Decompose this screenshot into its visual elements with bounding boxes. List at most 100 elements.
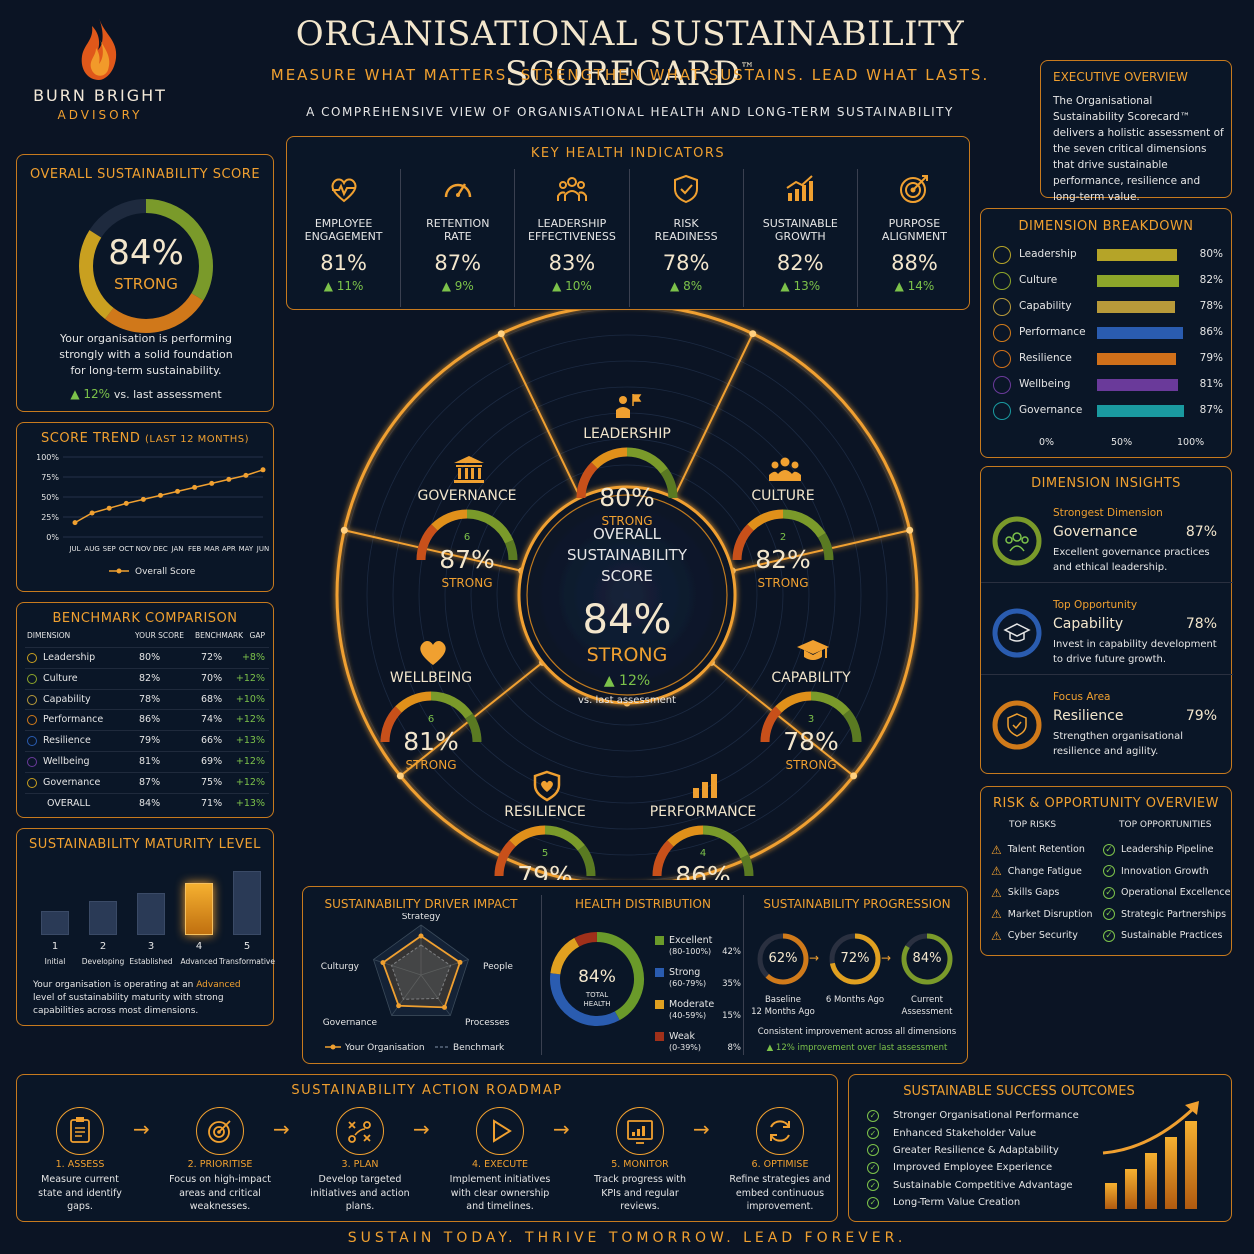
- dimension-icon: [27, 715, 37, 726]
- dimension-icon: [27, 694, 37, 705]
- insight-card: Focus Area Resilience 79% Strengthen organi…: [981, 681, 1233, 767]
- outcome-item: ✓ Improved Employee Experience: [867, 1159, 1097, 1176]
- breakdown-value: 78%: [1199, 300, 1223, 312]
- opportunity-item: ✓ Leadership Pipeline: [1103, 839, 1231, 861]
- trend-point: [72, 520, 78, 526]
- benchmark-dimension: Resilience: [43, 735, 91, 747]
- outcome-label: Stronger Organisational Performance: [893, 1110, 1079, 1122]
- progression-stage: 72% 6 Months Ago: [819, 931, 891, 1021]
- insight-ring-icon: [991, 699, 1043, 755]
- distribution-swatch: [655, 936, 664, 945]
- trend-y-tick: 50%: [41, 493, 59, 502]
- trend-x-tick: MAR: [204, 545, 220, 553]
- kpi-label-line1: EMPLOYEE: [314, 217, 373, 230]
- page-subtitle: A COMPREHENSIVE VIEW OF ORGANISATIONAL H…: [306, 105, 954, 119]
- trend-point: [209, 480, 215, 486]
- outcome-label: Long-Term Value Creation: [893, 1197, 1021, 1209]
- benchmark-value: 66%: [201, 735, 223, 747]
- benchmark-value: 70%: [201, 672, 223, 684]
- play-icon: [476, 1107, 524, 1155]
- overall-score-donut: [79, 199, 213, 333]
- benchmark-score: 82%: [139, 672, 161, 684]
- wheel-gauge-arc: [380, 706, 402, 743]
- breakdown-value: 79%: [1199, 352, 1223, 364]
- wheel-center-title2: SUSTAINABILITY: [567, 546, 688, 564]
- radar-axis-label: Culturgy: [321, 962, 360, 972]
- overall-score-change-row: ▲ 12% vs. last assessment: [17, 387, 275, 401]
- executive-overview-text: The Organisational Sustainability Scorec…: [1053, 95, 1224, 203]
- trend-x-tick: NOV: [136, 545, 152, 553]
- radar-axis: [391, 974, 422, 1016]
- wheel-segment-value: 80%: [599, 483, 655, 512]
- benchmark-score: 78%: [139, 693, 161, 705]
- wheel-segment-level: STRONG: [441, 576, 492, 590]
- check-circle-icon: ✓: [1103, 843, 1115, 856]
- distribution-legend-item: Moderate (40-59%) 15%: [655, 999, 741, 1031]
- benchmark-dimension: Governance: [43, 776, 101, 788]
- risks-header: TOP RISKS: [1009, 820, 1057, 830]
- progression-label1: 6 Months Ago: [825, 995, 885, 1005]
- wheel-gauge-arc: [509, 825, 546, 847]
- wheel-segment-level: STRONG: [405, 758, 456, 772]
- breakdown-name: Performance: [1019, 326, 1086, 338]
- distribution-center-l1: TOTAL: [585, 991, 609, 999]
- kpi-card: RISK READINESS 78% ▲ 8%: [630, 169, 744, 307]
- page-title-text: ORGANISATIONAL SUSTAINABILITY SCORECARD: [295, 14, 965, 94]
- trend-point: [140, 496, 146, 502]
- risk-title: RISK & OPPORTUNITY OVERVIEW: [992, 796, 1220, 811]
- opportunity-item: ✓ Innovation Growth: [1103, 861, 1231, 883]
- maturity-level-name: Transformative: [219, 957, 275, 966]
- opportunity-label: Leadership Pipeline: [1121, 844, 1214, 856]
- breakdown-icon: [993, 350, 1011, 368]
- insight-name: Governance: [1053, 524, 1138, 540]
- benchmark-header-cell: YOUR SCORE: [135, 631, 185, 640]
- roadmap-step: 3. PLAN Develop targeted initiatives and …: [309, 1105, 411, 1221]
- overall-score-title: OVERALL SUSTAINABILITY SCORE: [29, 167, 261, 182]
- trend-point: [260, 467, 266, 473]
- wheel-gauge-arc: [626, 447, 668, 474]
- kpi-label-line2: ENGAGEMENT: [304, 230, 383, 243]
- wheel-spoke: [672, 333, 754, 499]
- benchmark-value: 71%: [201, 797, 223, 809]
- wheel-segment-level: STRONG: [757, 576, 808, 590]
- institution-icon: [454, 456, 484, 483]
- wheel-node: [497, 330, 505, 338]
- distribution-legend-item: Strong (60-79%) 35%: [655, 967, 741, 999]
- trend-point: [175, 488, 181, 494]
- distribution-slice: [574, 932, 598, 947]
- footer-slogan: SUSTAIN TODAY. THRIVE TOMORROW. LEAD FOR…: [347, 1230, 907, 1246]
- wheel-gauge-arc-rest: [842, 709, 862, 743]
- wheel-segment-level: STRONG: [785, 758, 836, 772]
- kpi-label-line1: RISK: [673, 217, 699, 230]
- wheel-node: [396, 772, 404, 780]
- trend-point: [226, 476, 232, 482]
- breakdown-name: Leadership: [1019, 248, 1077, 260]
- progression-label1: Current: [911, 995, 943, 1005]
- roadmap-step: 4. EXECUTE Implement initiatives with cle…: [449, 1105, 551, 1221]
- arrow-right-icon: →: [133, 1117, 150, 1141]
- trend-line: [74, 469, 264, 524]
- benchmark-value: 75%: [201, 776, 223, 788]
- wheel-segment-number: 6: [428, 714, 434, 725]
- wheel-segment-number: 3: [808, 714, 814, 725]
- roadmap-step-title: 3. PLAN: [341, 1159, 379, 1170]
- benchmark-score: 79%: [139, 735, 161, 747]
- breakdown-bar: [1097, 405, 1184, 417]
- executive-overview-title: EXECUTIVE OVERVIEW: [1053, 70, 1188, 84]
- progression-value: 62%: [768, 951, 798, 966]
- wheel-gauge-arc: [431, 509, 468, 531]
- radar-axis-label: People: [483, 962, 513, 972]
- insight-card: Strongest Dimension Governance 87% Excellen…: [981, 497, 1233, 583]
- trend-x-tick: JUL: [68, 545, 80, 553]
- risk-item: ⚠ Change Fatigue: [991, 861, 1109, 883]
- maturity-bar: [41, 911, 69, 935]
- breakdown-icon: [993, 324, 1011, 342]
- benchmark-dimension: Capability: [43, 693, 91, 705]
- dimension-icon: [27, 756, 37, 767]
- trend-y-tick: 25%: [41, 513, 59, 522]
- check-circle-icon: ✓: [867, 1196, 879, 1209]
- trend-point: [123, 500, 129, 506]
- risk-item: ⚠ Cyber Security: [991, 925, 1109, 947]
- opportunity-item: ✓ Strategic Partnerships: [1103, 904, 1231, 926]
- benchmark-header-cell: GAP: [249, 631, 265, 640]
